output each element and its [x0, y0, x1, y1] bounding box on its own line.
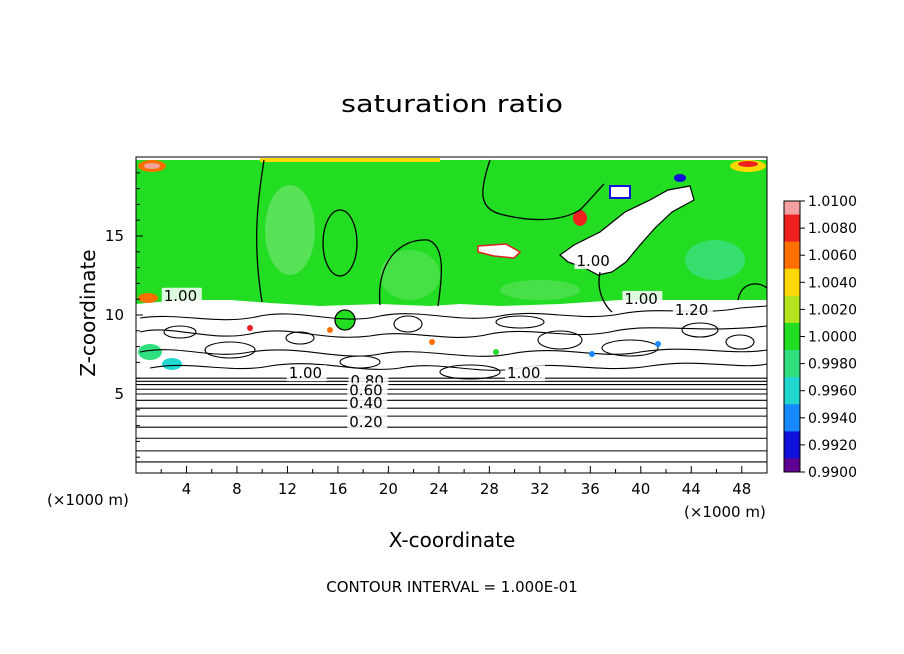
- contour-label: 0.40: [349, 394, 382, 412]
- colorbar-swatch: [784, 350, 800, 365]
- y-tick-label: 10: [105, 306, 124, 324]
- contour-label-bg: [622, 290, 663, 307]
- colorbar-swatch: [784, 431, 800, 446]
- y-axis: 5 10 15: [105, 172, 143, 458]
- blue-blotch: [674, 174, 686, 182]
- colorbar-label: 1.0020: [808, 302, 857, 318]
- contour-label-bg: [672, 302, 713, 318]
- contour-label: 0.20: [349, 413, 382, 431]
- contour-label: 1.00: [289, 364, 322, 382]
- pink-blotch: [144, 163, 160, 169]
- x-tick-label: 40: [631, 480, 650, 498]
- contour-label: 1.00: [164, 287, 197, 305]
- colorbar-label: 1.0080: [808, 221, 857, 237]
- red-blotch: [738, 161, 758, 167]
- contour-label-bg: [161, 287, 202, 304]
- x-tick-label: 44: [682, 480, 701, 498]
- x-unit-right: (×1000 m): [684, 503, 766, 521]
- colorbar-swatch: [784, 458, 800, 473]
- contour-color-dots: [247, 325, 661, 357]
- colorbar-swatch: [784, 309, 800, 324]
- colorbar-swatch: [784, 295, 800, 310]
- colorbar-label: 1.0100: [808, 194, 857, 210]
- light-green-patch: [380, 250, 440, 300]
- colorbar-swatch: [784, 390, 800, 405]
- colorbar: 1.0100 1.0080 1.0060 1.0040 1.0020 1.0000 0.99…: [783, 194, 857, 481]
- cyan-blotch: [162, 358, 182, 370]
- colorbar-swatch: [784, 363, 800, 378]
- contour-interval-note: CONTOUR INTERVAL = 1.000E-01: [326, 578, 577, 596]
- colorbar-swatch: [784, 282, 800, 297]
- cyan-blotch: [138, 293, 158, 303]
- colorbar-swatch: [784, 268, 800, 283]
- colorbar-label: 0.9980: [808, 357, 857, 373]
- colorbar-swatch: [784, 417, 800, 432]
- contour-label-bg: [286, 365, 327, 382]
- contour-label: 1.20: [675, 301, 708, 319]
- colorbar-label: 1.0060: [808, 248, 857, 264]
- colorbar-swatch: [784, 404, 800, 419]
- colorbar-swatch: [784, 214, 800, 229]
- colorbar-swatch: [784, 336, 800, 351]
- contour-label: 1.00: [576, 252, 609, 270]
- colorbar-swatch: [784, 228, 800, 243]
- red-blotch: [573, 210, 587, 226]
- x-tick-label: 32: [530, 480, 549, 498]
- contour-label-bg: [505, 365, 546, 382]
- colorbar-label: 1.0040: [808, 275, 857, 291]
- x-axis-label: X-coordinate: [389, 528, 516, 552]
- contour-label-bg: [347, 414, 388, 431]
- colorbar-swatch: [784, 201, 800, 216]
- x-tick-label: 16: [328, 480, 347, 498]
- contour-label-bg: [347, 395, 388, 412]
- chart-title: saturation ratio: [341, 90, 563, 118]
- contour-label: 1.00: [507, 364, 540, 382]
- x-tick-label: 4: [182, 480, 192, 498]
- colorbar-label: 0.9900: [808, 465, 857, 481]
- contour-label: 0.60: [349, 382, 382, 400]
- contour-label-bg: [574, 253, 615, 270]
- white-region: [609, 185, 631, 199]
- contours-upper: [256, 159, 768, 331]
- colorbar-swatch: [784, 255, 800, 270]
- contour-labels: 1.001.001.001.201.00 1.000.800.600.400.20: [161, 252, 713, 431]
- colorbar-label: 0.9940: [808, 411, 857, 427]
- cyan-blotch: [138, 344, 162, 360]
- colorbar-swatch: [784, 377, 800, 392]
- colorbar-swatch: [784, 241, 800, 256]
- white-region: [477, 243, 522, 259]
- light-green-patch: [500, 280, 580, 300]
- contours-mid: [139, 305, 768, 380]
- x-tick-label: 8: [232, 480, 242, 498]
- x-tick-label: 12: [278, 480, 297, 498]
- light-green-patch: [685, 240, 745, 280]
- colorbar-label: 0.9920: [808, 438, 857, 454]
- colorbar-swatch: [784, 444, 800, 459]
- x-tick-label: 36: [581, 480, 600, 498]
- green-region: [136, 160, 767, 306]
- red-band: [260, 158, 440, 162]
- y-axis-label: Z-coordinate: [76, 249, 100, 376]
- x-axis: 4 8 12 16 20 24 28 32 36 40 44 48: [160, 466, 751, 498]
- x-tick-label: 28: [480, 480, 499, 498]
- colorbar-label: 1.0000: [808, 330, 857, 346]
- contour-label-bg: [347, 382, 388, 399]
- contour-label: 1.00: [624, 290, 657, 308]
- x-tick-label: 48: [732, 480, 751, 498]
- y-tick-label: 15: [105, 227, 124, 245]
- plot-area: 1.001.001.001.201.00 1.000.800.600.400.20: [135, 156, 768, 474]
- x-unit-left: (×1000 m): [47, 491, 129, 509]
- x-tick-label: 24: [429, 480, 448, 498]
- contours-flat: [136, 377, 767, 463]
- x-tick-label: 20: [379, 480, 398, 498]
- colorbar-swatch: [784, 322, 800, 337]
- colorbar-label: 0.9960: [808, 384, 857, 400]
- light-green-patch: [265, 185, 315, 275]
- y-tick-label: 5: [114, 385, 124, 403]
